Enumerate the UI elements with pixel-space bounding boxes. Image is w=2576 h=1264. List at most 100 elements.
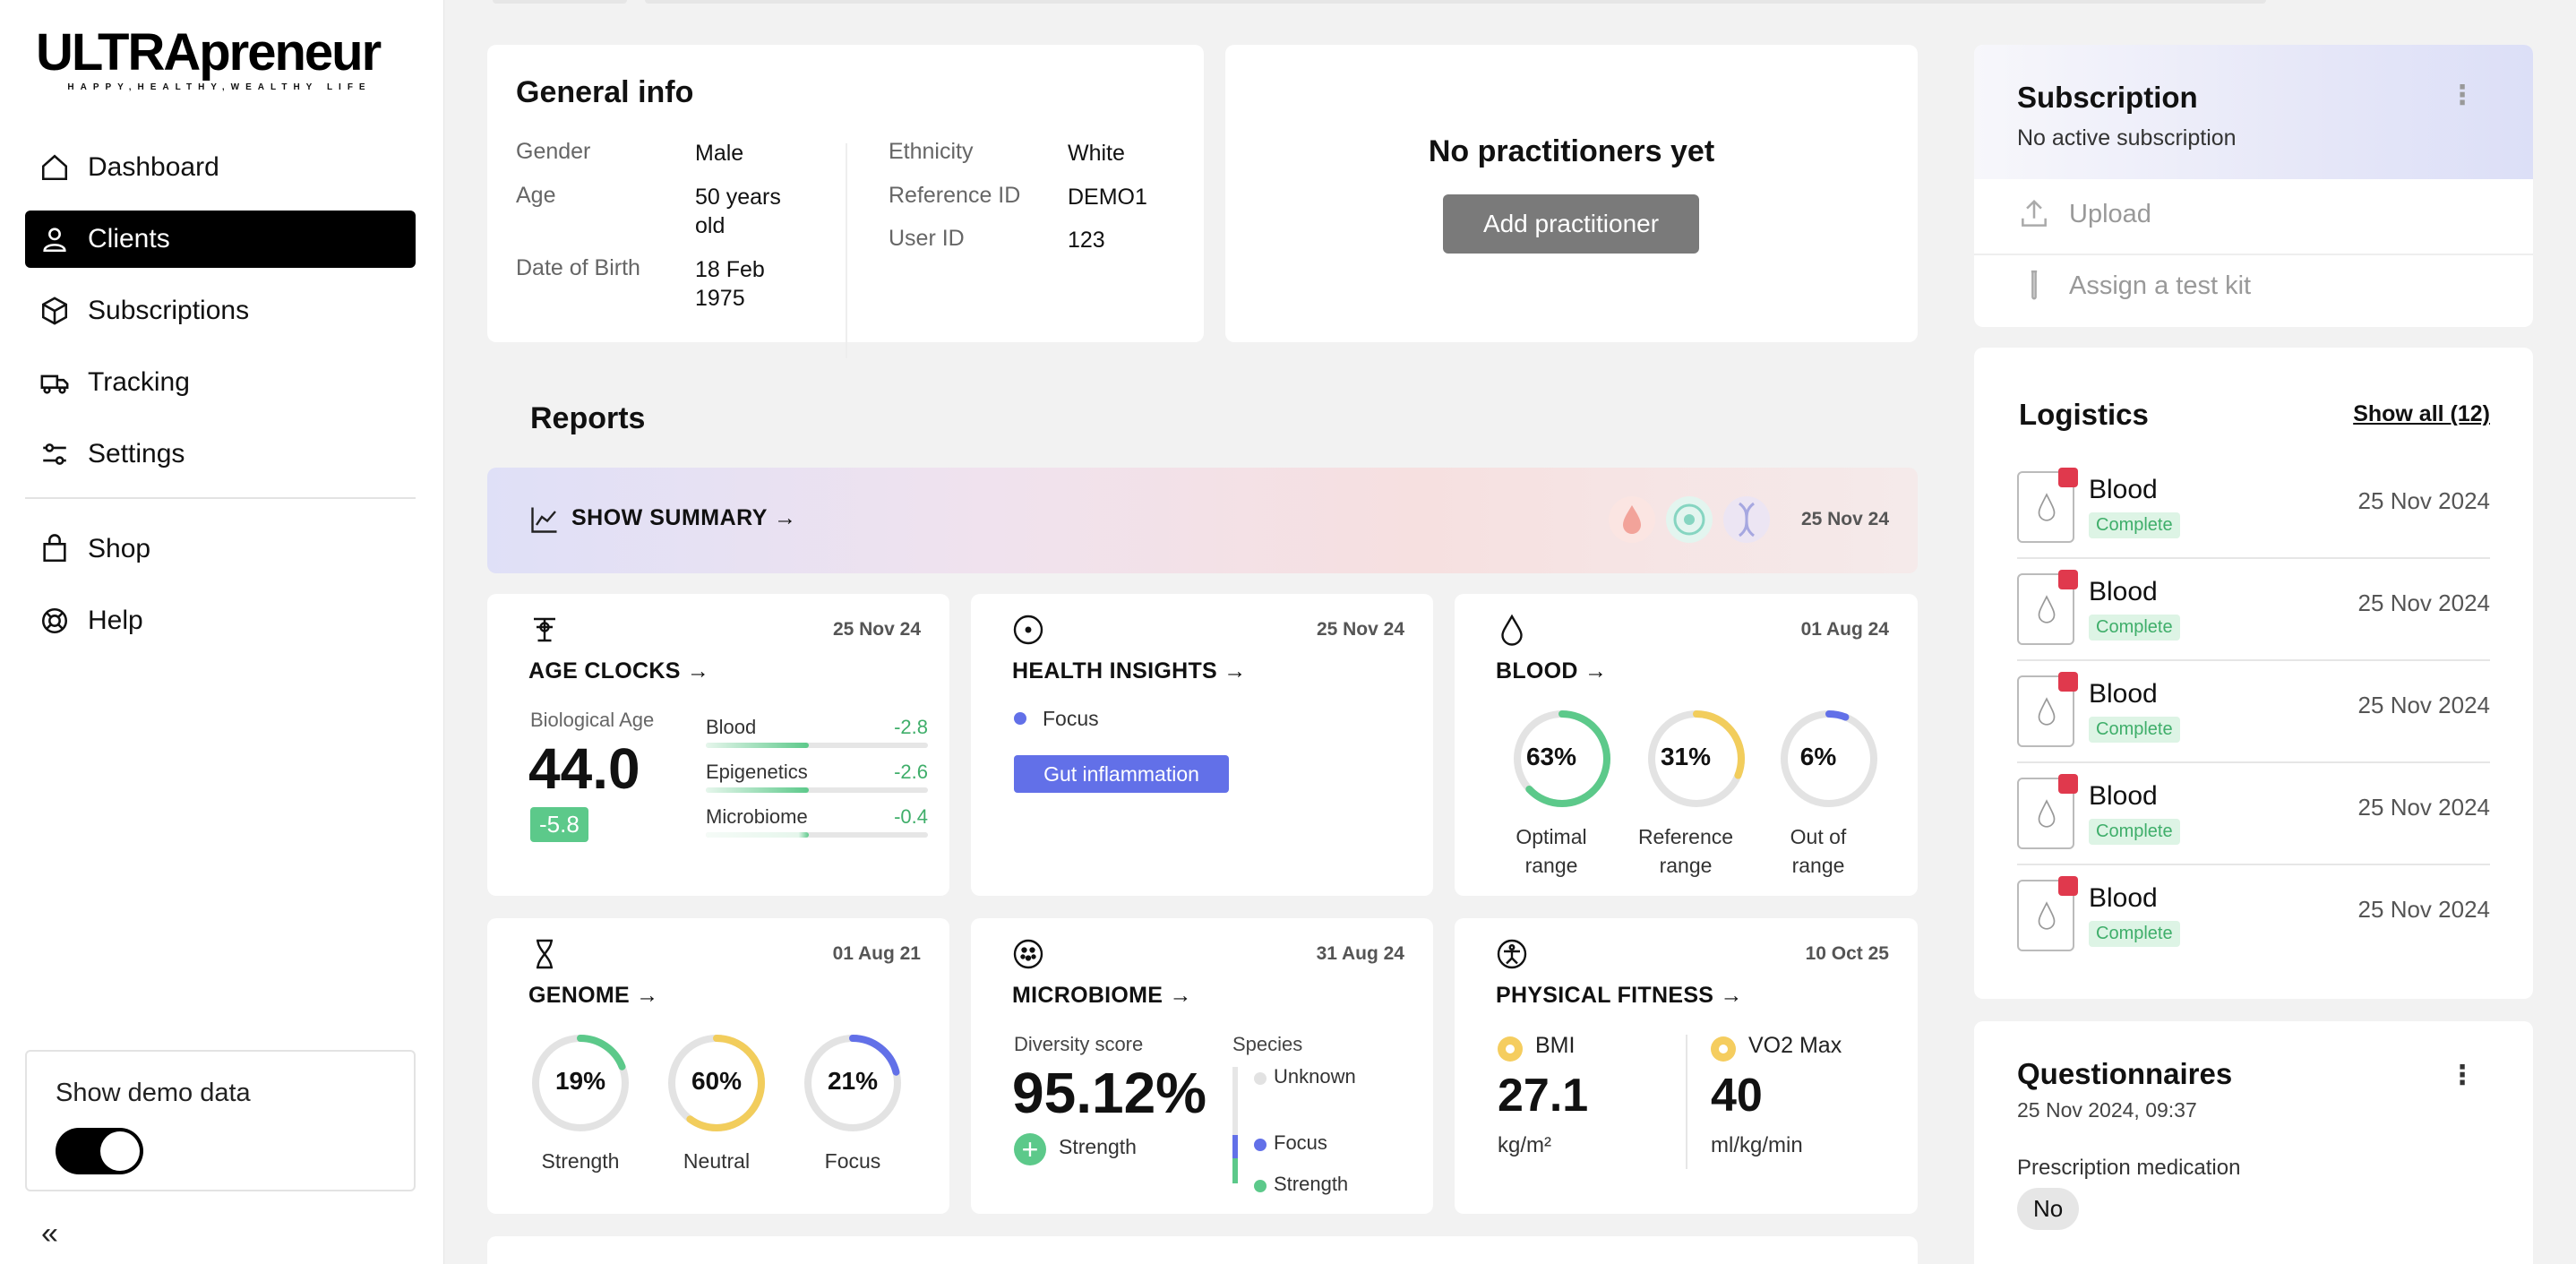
alert-badge-icon (2058, 570, 2078, 589)
shopping-bag-icon (43, 534, 66, 563)
blood-age-value: -2.8 (894, 716, 928, 738)
gender-value: Male (695, 141, 744, 166)
subscription-title: Subscription (2017, 81, 2198, 114)
ring-percent: 31% (1660, 743, 1712, 770)
ring-label: Optimal range (1499, 822, 1603, 880)
microbiome-age-bar (706, 832, 928, 838)
subscription-header (1974, 45, 2533, 179)
ethnicity-key: Ethnicity (889, 139, 974, 164)
genome-date: 01 Aug 21 (832, 943, 921, 964)
sidebar-item-subscriptions[interactable]: Subscriptions (25, 282, 416, 340)
logo-text: ULTRApreneur (36, 23, 382, 82)
next-report-card (487, 1236, 1918, 1264)
logistics-item-name: Blood (2089, 781, 2158, 811)
ring-chart (1781, 710, 1877, 807)
reference-id-value: DEMO1 (1068, 184, 1147, 210)
logistics-card: Logistics Show all (12) Blood Complete 2… (1974, 348, 2533, 999)
epigenetics-age-bar (706, 787, 928, 793)
logistics-item[interactable]: Blood Complete 25 Nov 2024 (2017, 559, 2490, 661)
age-clocks-date: 25 Nov 24 (832, 619, 921, 640)
subscription-menu-icon[interactable]: ⋮ (2449, 81, 2476, 110)
upload-label: Upload (2069, 199, 2151, 228)
add-practitioner-button[interactable]: Add practitioner (1443, 194, 1699, 254)
toggle-knob (100, 1131, 140, 1171)
sidebar-item-dashboard[interactable]: Dashboard (25, 139, 416, 196)
logistics-item-status: Complete (2089, 717, 2180, 743)
blood-date: 01 Aug 24 (1800, 619, 1889, 640)
species-unknown-label: Unknown (1274, 1065, 1356, 1088)
logistics-item-status: Complete (2089, 921, 2180, 947)
questionnaires-menu-icon[interactable]: ⋮ (2449, 1061, 2476, 1090)
sidebar-nav: Dashboard Clients Subscriptions Tracking… (25, 139, 416, 664)
logistics-item-name: Blood (2089, 475, 2158, 504)
drop-icon (2038, 697, 2056, 726)
ring-chart (532, 1035, 629, 1131)
focus-dot (1014, 712, 1026, 725)
brand-logo[interactable]: ULTRApreneur HAPPY,HEALTHY,WEALTHY LIFE (36, 23, 412, 93)
health-insights-card[interactable]: 25 Nov 24 HEALTH INSIGHTS → Focus Gut in… (971, 594, 1433, 896)
blood-ring-reference: 31% Reference range (1634, 707, 1759, 880)
show-all-logistics-link[interactable]: Show all (12) (2353, 401, 2490, 426)
diversity-score-value: 95.12% (1012, 1061, 1207, 1125)
fitness-divider (1686, 1035, 1687, 1169)
lifebuoy-icon (41, 607, 68, 634)
blood-title: BLOOD → (1496, 658, 1608, 684)
microbe-icon (1013, 939, 1043, 969)
species-bar-strength (1232, 1158, 1238, 1183)
fitness-title: PHYSICAL FITNESS → (1496, 983, 1743, 1008)
assign-test-kit-button[interactable]: Assign a test kit (2017, 269, 2251, 303)
blood-card[interactable]: 01 Aug 24 BLOOD → 63% Optimal range 31% R… (1455, 594, 1918, 896)
gut-inflammation-tag[interactable]: Gut inflammation (1014, 755, 1229, 793)
ring-chart (1648, 710, 1745, 807)
ring-label: Strength (541, 1149, 620, 1173)
ring-label: Neutral (683, 1149, 751, 1173)
summary-date: 25 Nov 24 (1800, 509, 1889, 529)
logistics-item[interactable]: Blood Complete 25 Nov 2024 (2017, 457, 2490, 559)
ring-progress (532, 1035, 629, 1131)
biological-age-value: 44.0 (528, 736, 640, 801)
microbiome-age-bar-fill (706, 832, 809, 838)
sidebar-item-settings[interactable]: Settings (25, 426, 416, 483)
blood-drop-icon (1609, 496, 1655, 543)
age-clocks-card[interactable]: 25 Nov 24 AGE CLOCKS → Biological Age 44… (487, 594, 949, 896)
user-id-value: 123 (1068, 228, 1105, 253)
collapse-sidebar-icon[interactable]: « (41, 1217, 58, 1251)
logistics-item-date: 25 Nov 2024 (2357, 896, 2490, 923)
upload-icon (2022, 199, 2047, 227)
genome-ring-neutral: 60% Neutral (665, 1031, 769, 1175)
nav-divider (25, 497, 416, 499)
reports-title: Reports (530, 401, 646, 435)
vo2-value: 40 (1711, 1070, 1763, 1122)
demo-data-label: Show demo data (56, 1079, 251, 1107)
logistics-item-status: Complete (2089, 819, 2180, 845)
physical-fitness-card[interactable]: 10 Oct 25 PHYSICAL FITNESS → BMI 27.1 kg… (1455, 918, 1918, 1214)
microbiome-card[interactable]: 31 Aug 24 MICROBIOME → Diversity score 9… (971, 918, 1433, 1214)
logo-tagline: HAPPY,HEALTHY,WEALTHY LIFE (67, 82, 372, 92)
ring-percent: 60% (691, 1067, 743, 1095)
sidebar-item-shop[interactable]: Shop (25, 520, 416, 578)
sidebar-item-clients[interactable]: Clients (25, 211, 416, 268)
general-info-card: General info Gender Male Age 50 years old … (487, 45, 1204, 358)
legend-dot-focus (1254, 1139, 1267, 1151)
sidebar-item-help[interactable]: Help (25, 592, 416, 649)
species-strength-label: Strength (1274, 1173, 1349, 1195)
genome-card[interactable]: 01 Aug 21 GENOME → 19% Strength 60% Neut… (487, 918, 949, 1214)
logistics-item[interactable]: Blood Complete 25 Nov 2024 (2017, 763, 2490, 865)
show-summary-banner[interactable]: SHOW SUMMARY → 25 Nov 24 (487, 468, 1918, 573)
logistics-item[interactable]: Blood Complete 25 Nov 2024 (2017, 865, 2490, 967)
microbiome-age-label: Microbiome (706, 805, 808, 828)
age-clocks-title: AGE CLOCKS → (528, 658, 710, 684)
demo-data-toggle[interactable] (56, 1128, 143, 1174)
logistics-item[interactable]: Blood Complete 25 Nov 2024 (2017, 661, 2490, 763)
ring-percent: 6% (1799, 743, 1837, 770)
drop-icon (2038, 595, 2056, 623)
upload-button[interactable]: Upload (2017, 197, 2151, 231)
ring-progress (1781, 710, 1877, 807)
compass-icon (1013, 615, 1043, 645)
sidebar-item-tracking[interactable]: Tracking (25, 354, 416, 411)
drop-icon (2038, 493, 2056, 521)
ring-label-line: range (1659, 854, 1713, 878)
sidebar-item-label: Subscriptions (88, 296, 250, 325)
age-key: Age (516, 182, 556, 208)
logistics-item-status: Complete (2089, 615, 2180, 641)
